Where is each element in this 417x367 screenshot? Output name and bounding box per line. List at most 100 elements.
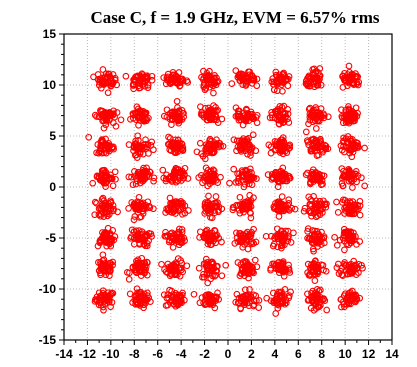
data-point	[284, 235, 292, 242]
data-point	[109, 261, 116, 269]
data-point	[178, 140, 185, 148]
data-point	[334, 209, 342, 216]
data-point	[306, 272, 314, 279]
data-point	[95, 289, 103, 297]
data-point	[215, 208, 222, 216]
data-point	[349, 203, 357, 211]
x-tick-label: 10	[338, 347, 352, 361]
data-point	[142, 136, 149, 144]
data-point	[235, 113, 243, 120]
data-point	[195, 174, 203, 181]
data-point	[129, 81, 137, 88]
data-point	[279, 232, 287, 240]
data-point	[305, 105, 313, 113]
data-point	[158, 260, 165, 268]
data-point	[338, 180, 346, 187]
data-point	[148, 138, 156, 146]
data-point	[308, 136, 315, 144]
data-point	[312, 197, 320, 205]
data-point	[111, 113, 118, 121]
data-point	[108, 299, 116, 306]
data-point	[129, 181, 137, 188]
data-point	[241, 111, 249, 119]
data-point	[304, 228, 311, 235]
data-point	[302, 80, 310, 88]
data-point	[97, 144, 104, 151]
data-point	[162, 268, 170, 276]
data-point	[178, 266, 185, 274]
data-point	[99, 177, 107, 185]
data-point	[104, 262, 112, 269]
data-point	[104, 266, 112, 274]
data-point	[163, 74, 171, 82]
data-point	[351, 201, 359, 209]
data-point	[311, 264, 318, 272]
data-point	[144, 74, 151, 82]
data-point	[134, 132, 142, 140]
data-point	[288, 204, 296, 212]
data-point	[253, 75, 261, 83]
data-point	[311, 206, 318, 214]
data-point	[313, 286, 321, 293]
data-point	[202, 164, 210, 172]
data-point	[210, 297, 218, 304]
data-point	[91, 198, 99, 206]
data-point	[279, 170, 287, 177]
data-point	[139, 78, 147, 86]
data-point	[143, 117, 150, 125]
data-point	[247, 230, 255, 238]
data-point	[205, 192, 212, 200]
data-point	[214, 289, 221, 297]
data-point	[245, 180, 253, 188]
data-point	[311, 117, 319, 124]
data-point	[140, 259, 148, 267]
data-point	[306, 82, 314, 89]
data-point	[341, 246, 348, 254]
data-point	[267, 149, 275, 157]
data-point	[136, 288, 144, 296]
data-point	[349, 71, 357, 79]
data-point	[142, 202, 150, 209]
x-tick-label: 0	[225, 347, 232, 361]
data-point	[347, 269, 355, 276]
data-point	[200, 173, 208, 181]
data-point	[164, 140, 172, 148]
data-point	[248, 113, 256, 120]
data-point	[269, 242, 277, 250]
data-point	[318, 228, 325, 236]
data-point	[200, 67, 207, 75]
data-point	[305, 193, 313, 201]
data-point	[359, 264, 366, 272]
data-point	[111, 233, 119, 240]
data-point	[210, 102, 217, 109]
data-point	[236, 193, 244, 201]
data-point	[277, 242, 285, 250]
data-point	[176, 78, 184, 85]
data-point	[337, 296, 345, 303]
data-point	[339, 114, 346, 122]
data-point	[278, 193, 286, 200]
data-point	[279, 268, 287, 276]
data-point	[305, 296, 313, 304]
data-point	[108, 238, 115, 246]
data-point	[317, 302, 324, 309]
data-point	[175, 174, 183, 182]
y-tick-label: 5	[49, 129, 56, 143]
data-point	[150, 177, 157, 185]
data-point	[173, 293, 181, 301]
data-point	[281, 145, 288, 152]
data-point	[272, 71, 280, 79]
data-point	[102, 121, 110, 129]
data-point	[99, 257, 107, 265]
data-point	[109, 182, 117, 190]
data-point	[210, 260, 217, 268]
data-point	[106, 73, 113, 80]
data-point	[345, 230, 353, 237]
data-point	[346, 198, 354, 205]
data-point	[105, 210, 113, 218]
data-point	[272, 296, 279, 303]
data-point	[175, 300, 183, 308]
data-point	[130, 234, 138, 242]
data-point	[331, 233, 338, 241]
